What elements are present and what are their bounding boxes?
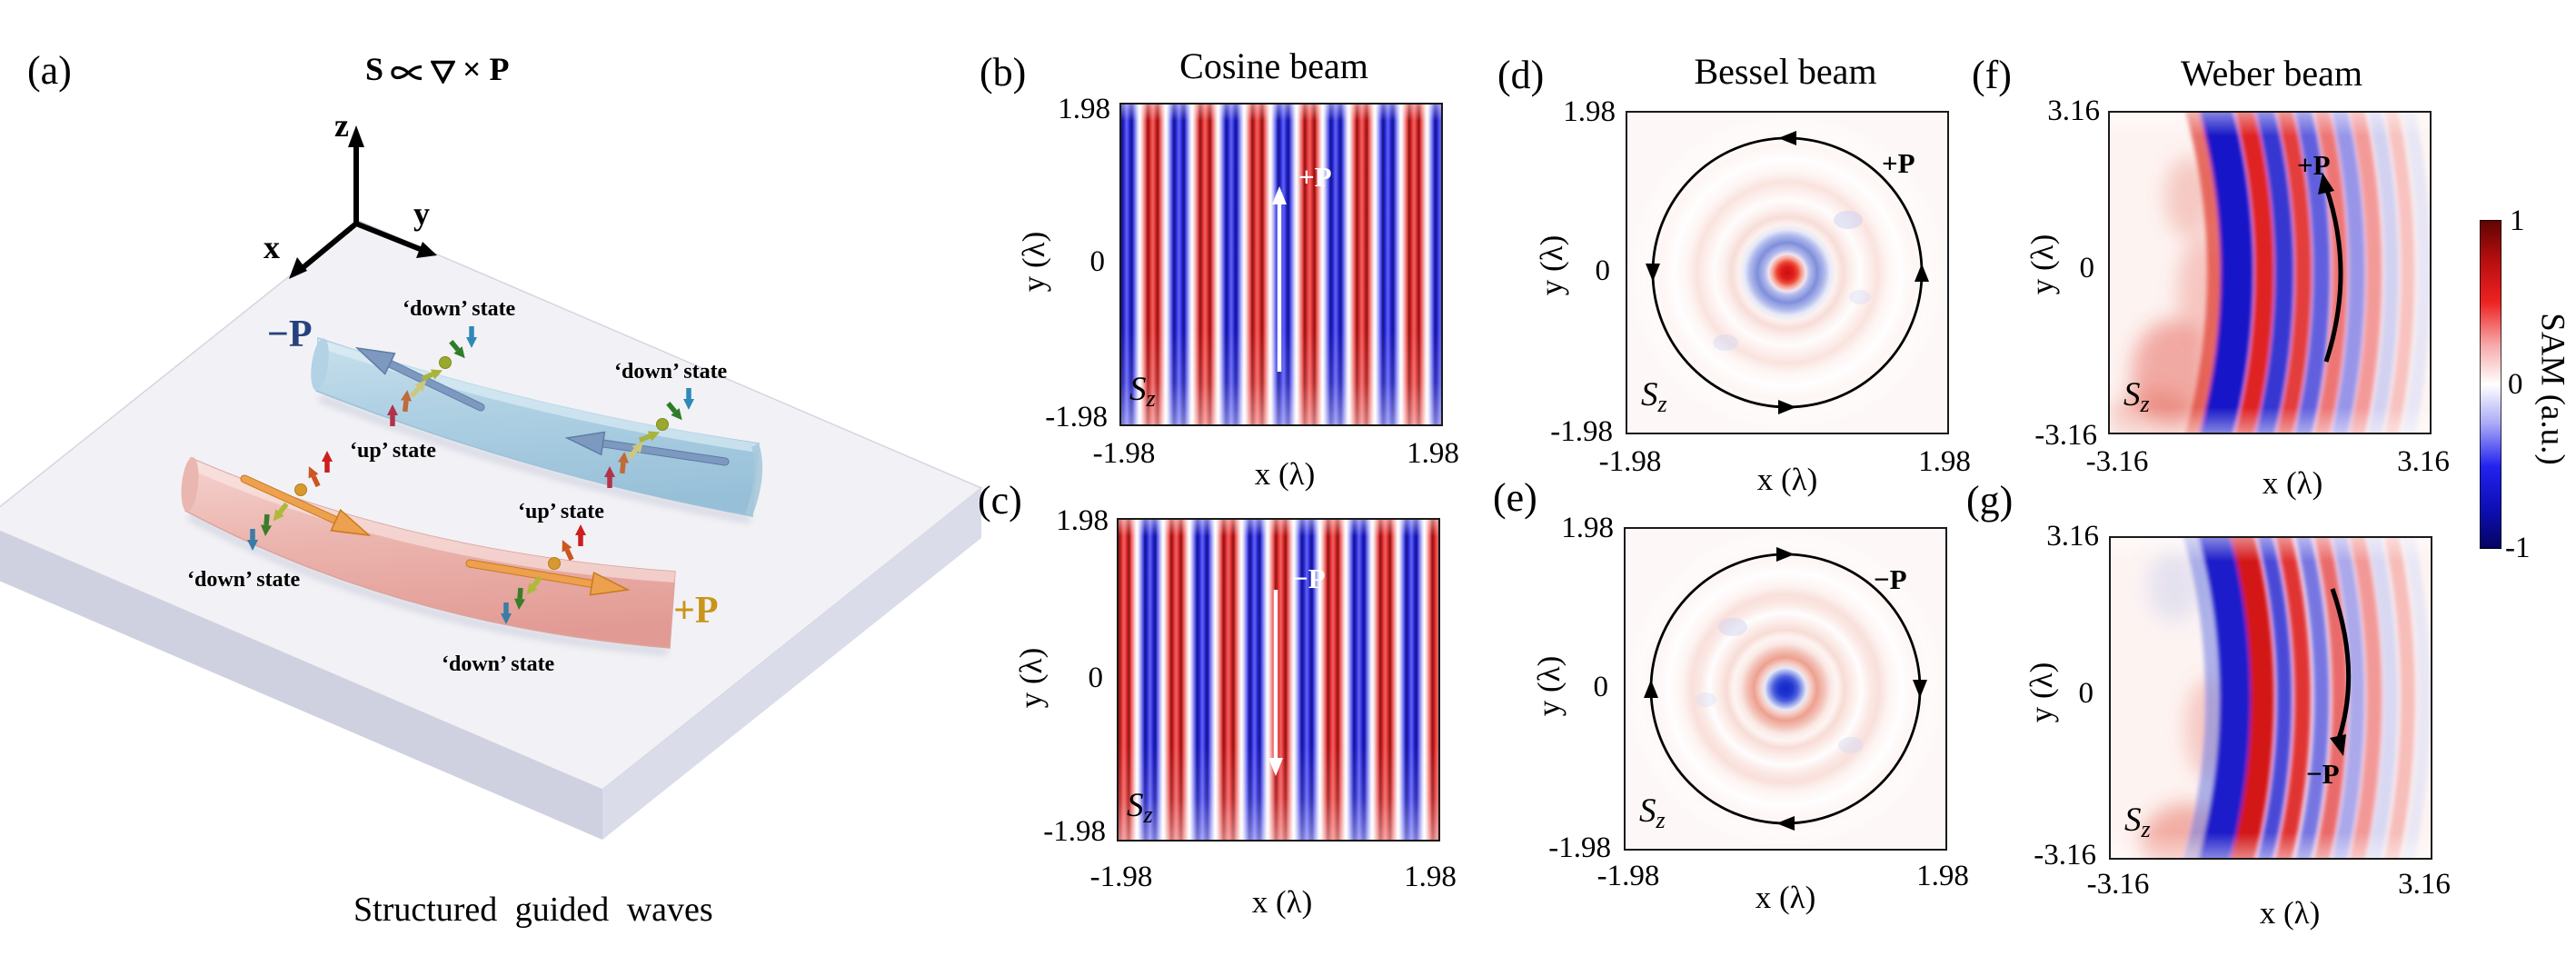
svg-text:−P: −P <box>2306 758 2340 790</box>
svg-text:−P: −P <box>1874 563 1907 595</box>
svg-text:+P: +P <box>1882 147 1915 179</box>
svg-text:+P: +P <box>2297 149 2331 181</box>
svg-text:+P: +P <box>1298 161 1332 193</box>
svg-text:−P: −P <box>1292 563 1326 594</box>
